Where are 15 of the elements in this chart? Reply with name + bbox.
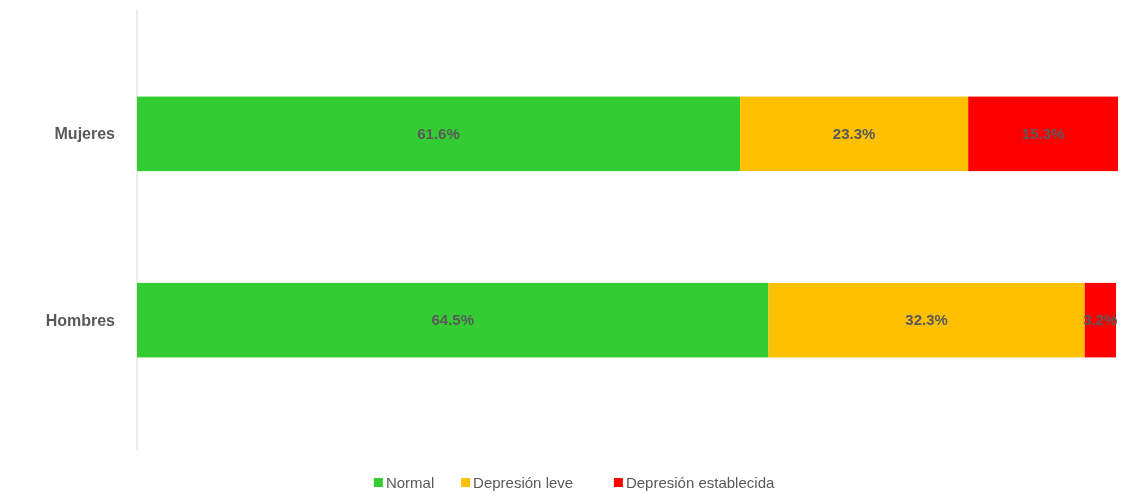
data-label: 23.3% <box>832 125 876 143</box>
bar <box>137 96 741 172</box>
data-label: 15.3% <box>1021 125 1065 143</box>
legend-label: Depresión establecida <box>625 474 775 492</box>
y-tick-label: Hombres <box>45 311 116 329</box>
bar <box>768 282 1085 358</box>
bar <box>740 96 969 172</box>
legend-label: Normal <box>385 474 435 492</box>
data-label: 32.3% <box>905 311 948 329</box>
data-label: 64.5% <box>431 311 475 329</box>
bar <box>137 282 769 358</box>
data-label: 61.6% <box>417 125 460 143</box>
y-tick-label: Mujeres <box>54 125 116 143</box>
bar <box>968 96 1118 172</box>
legend-label: Depresión leve <box>473 474 574 492</box>
